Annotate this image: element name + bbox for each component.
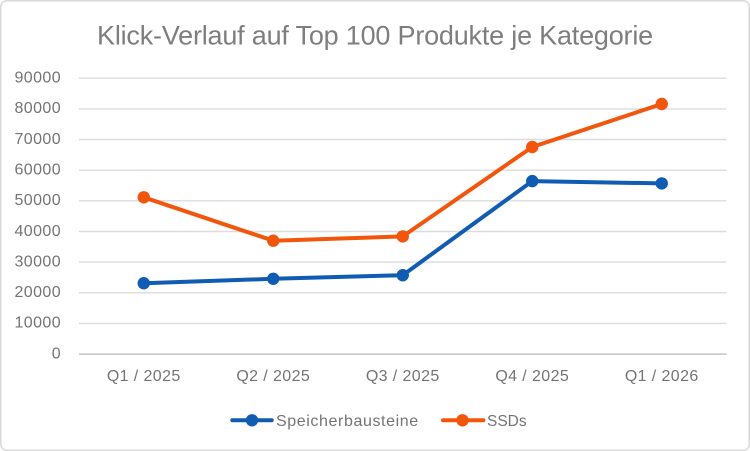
svg-text:80000: 80000 [15,100,62,117]
svg-text:Q3 / 2025: Q3 / 2025 [366,368,440,385]
svg-text:0: 0 [52,345,61,362]
svg-text:Klick-Verlauf auf Top 100 Prod: Klick-Verlauf auf Top 100 Produkte je Ka… [97,21,653,51]
svg-text:60000: 60000 [15,162,62,179]
svg-text:Q2 / 2025: Q2 / 2025 [236,368,310,385]
svg-text:20000: 20000 [15,284,62,301]
svg-text:50000: 50000 [15,192,62,209]
svg-text:SSDs: SSDs [487,413,527,430]
svg-text:Q4 / 2025: Q4 / 2025 [495,368,569,385]
svg-text:Q1 / 2025: Q1 / 2025 [107,368,181,385]
svg-text:Speicherbausteine: Speicherbausteine [276,413,419,430]
svg-text:10000: 10000 [15,315,62,332]
svg-text:70000: 70000 [15,131,62,148]
svg-text:90000: 90000 [15,70,62,87]
svg-text:Q1 / 2026: Q1 / 2026 [625,368,699,385]
svg-text:40000: 40000 [15,223,62,240]
svg-text:30000: 30000 [15,253,62,270]
